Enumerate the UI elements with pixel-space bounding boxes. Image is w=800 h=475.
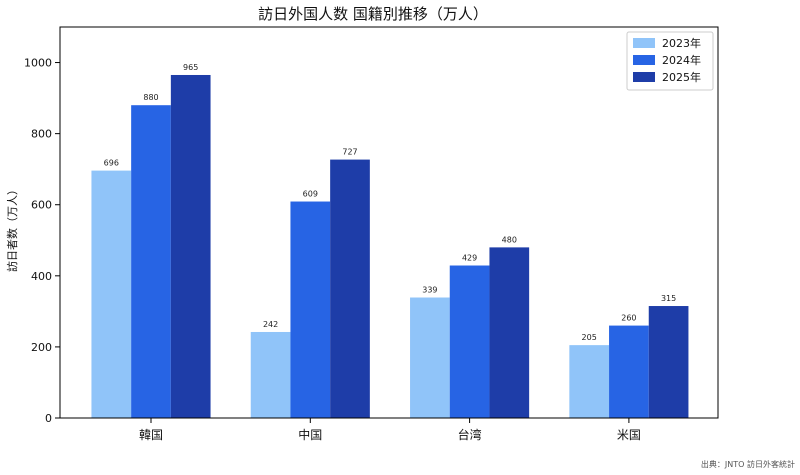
data-label: 480 xyxy=(502,235,517,244)
bar xyxy=(170,74,211,419)
data-label: 339 xyxy=(422,286,437,295)
data-label: 429 xyxy=(462,254,477,263)
source-note: 出典：JNTO 訪日外客統計 xyxy=(701,459,795,469)
y-axis-label: 訪日者数（万人） xyxy=(5,184,19,272)
bar xyxy=(290,201,331,418)
legend-swatch xyxy=(633,72,655,82)
bar xyxy=(91,170,132,418)
bar xyxy=(489,247,530,418)
bar xyxy=(609,325,649,418)
bar xyxy=(449,265,490,418)
data-label: 205 xyxy=(582,333,597,342)
data-label: 727 xyxy=(342,148,357,157)
data-label: 965 xyxy=(183,63,198,72)
data-label: 242 xyxy=(263,320,278,329)
y-tick-label: 0 xyxy=(45,412,52,425)
bar xyxy=(131,105,171,418)
bar xyxy=(250,331,291,418)
data-label: 609 xyxy=(303,190,318,199)
bar xyxy=(330,159,370,419)
y-tick-label: 400 xyxy=(31,270,52,283)
data-label: 315 xyxy=(661,294,676,303)
data-label: 880 xyxy=(143,93,158,102)
legend: 2023年 2024年 2025年 xyxy=(626,31,714,91)
legend-label: 2024年 xyxy=(662,53,701,67)
legend-swatch xyxy=(633,38,655,48)
plot-area: 0 200 400 600 800 1000 韓国 696 880 965 中国 242 609 727 台… xyxy=(24,57,689,442)
plot-frame xyxy=(59,26,719,419)
y-tick-label: 1000 xyxy=(24,57,52,70)
data-label: 260 xyxy=(621,314,636,323)
legend-swatch xyxy=(633,55,655,65)
bar xyxy=(410,297,450,418)
x-tick-label: 米国 xyxy=(617,428,641,442)
y-tick-label: 800 xyxy=(31,128,52,141)
chart-title: 訪日外国人数 国籍別推移（万人） xyxy=(258,5,488,23)
x-tick-label: 中国 xyxy=(298,427,322,442)
legend-label: 2025年 xyxy=(662,70,701,84)
y-tick-label: 600 xyxy=(31,199,52,212)
y-tick-label: 200 xyxy=(31,341,52,354)
x-tick-label: 台湾 xyxy=(458,427,482,442)
x-tick-label: 韓国 xyxy=(139,428,163,442)
bar xyxy=(569,345,610,418)
legend-label: 2023年 xyxy=(662,36,701,50)
bar xyxy=(648,306,689,418)
data-label: 696 xyxy=(104,159,119,168)
